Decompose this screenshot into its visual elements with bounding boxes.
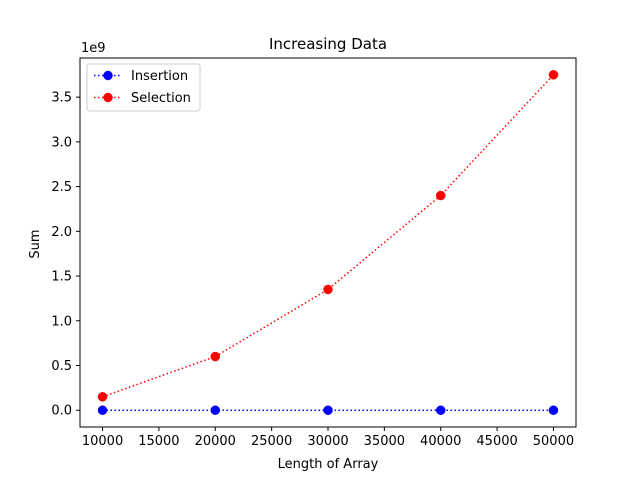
- y-tick-label: 2.5: [51, 180, 72, 195]
- data-point: [210, 405, 221, 415]
- legend-marker: [103, 92, 113, 103]
- data-point: [97, 392, 108, 402]
- x-tick-label: 30000: [307, 434, 348, 449]
- legend-label: Insertion: [131, 69, 188, 84]
- y-tick-label: 1.5: [51, 270, 72, 285]
- y-tick-label: 3.0: [51, 135, 72, 150]
- data-point: [435, 190, 446, 201]
- x-tick-label: 40000: [420, 434, 461, 449]
- chart-title: Increasing Data: [269, 35, 387, 53]
- series-selection: [97, 70, 559, 402]
- legend-entry: Insertion: [94, 69, 188, 84]
- legend-marker: [103, 70, 113, 81]
- x-tick-label: 20000: [195, 434, 236, 449]
- y-offset-label: 1e9: [81, 41, 106, 56]
- x-tick-label: 45000: [476, 434, 517, 449]
- data-point: [210, 351, 221, 362]
- y-axis-label: Sum: [28, 229, 43, 258]
- x-tick-label: 50000: [533, 434, 574, 449]
- x-tick-label: 10000: [82, 434, 123, 449]
- data-point: [323, 405, 333, 415]
- y-tick-label: 0.5: [51, 359, 72, 374]
- y-tick-label: 1.0: [51, 314, 72, 329]
- series-line: [102, 74, 555, 398]
- data-point: [323, 284, 333, 295]
- data-point: [97, 405, 108, 415]
- series-insertion: [97, 405, 559, 415]
- data-point: [548, 405, 559, 415]
- legend: Insertion Selection: [86, 63, 201, 112]
- legend-entry: Selection: [94, 91, 191, 106]
- y-tick-label: 2.0: [51, 225, 72, 240]
- legend-label: Selection: [131, 91, 191, 106]
- axes-layer: 10000 15000 20000 25000 30000 35000 40000 45000…: [51, 57, 577, 449]
- x-axis-label: Length of Array: [278, 457, 379, 472]
- series-layer: [97, 70, 559, 415]
- data-point: [548, 70, 559, 80]
- y-tick-label: 0.0: [51, 404, 72, 419]
- x-tick-label: 15000: [138, 434, 179, 449]
- x-tick-label: 35000: [364, 434, 405, 449]
- plot-frame: [79, 57, 577, 428]
- data-point: [435, 405, 446, 415]
- x-tick-label: 25000: [251, 434, 292, 449]
- y-tick-label: 3.5: [51, 91, 72, 106]
